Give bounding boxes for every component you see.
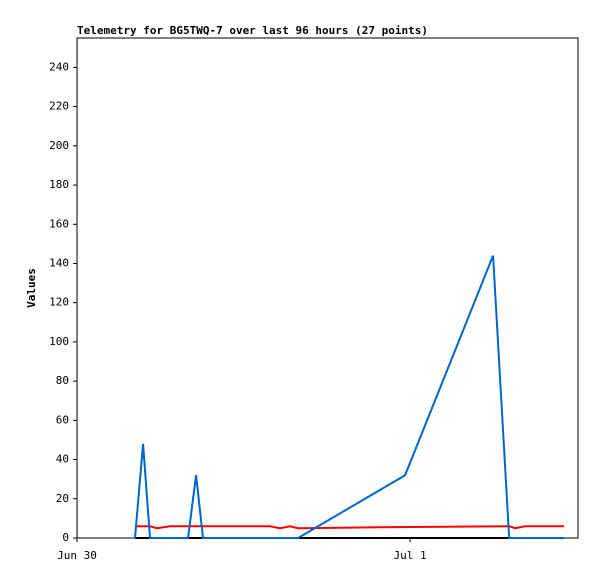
y-tick-label: 80	[56, 374, 69, 387]
y-axis-label: Values	[25, 268, 38, 308]
y-tick-label: 100	[49, 335, 69, 348]
y-tick-label: 40	[56, 453, 69, 466]
y-tick-label: 0	[62, 531, 69, 544]
series-line	[134, 255, 565, 539]
y-tick-label: 120	[49, 296, 69, 309]
plot-area	[76, 37, 579, 539]
y-tick-label: 180	[49, 178, 69, 191]
y-tick-label: 240	[49, 60, 69, 73]
y-tick-label: 220	[49, 100, 69, 113]
series-line	[135, 525, 565, 530]
x-tick-label: Jul 1	[394, 549, 427, 562]
y-tick-label: 200	[49, 139, 69, 152]
y-tick-label: 160	[49, 217, 69, 230]
chart-title: Telemetry for BG5TWQ-7 over last 96 hour…	[77, 24, 428, 37]
y-tick-label: 60	[56, 413, 69, 426]
y-tick-label: 20	[56, 492, 69, 505]
x-tick-label: Jun 30	[57, 549, 97, 562]
y-tick-label: 140	[49, 256, 69, 269]
